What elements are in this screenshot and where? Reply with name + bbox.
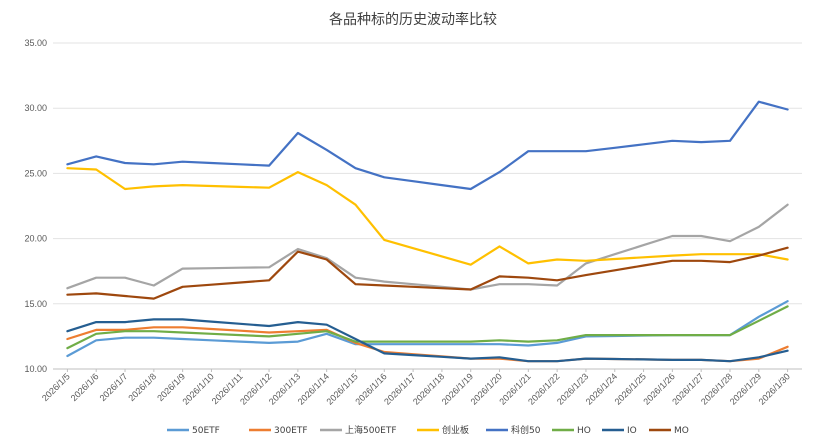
- legend-label: MO: [674, 426, 689, 436]
- legend: 50ETF 300ETF 上海500ETF 创业板 科创50 HO IO MO: [167, 424, 689, 436]
- gridlines: [53, 42, 802, 370]
- x-tick-label: 2026/1/5: [40, 371, 72, 403]
- series-line-5: [66, 305, 789, 350]
- y-tick-label: 10.00: [24, 364, 47, 374]
- series-line-4: [66, 100, 789, 191]
- y-tick-label: 35.00: [24, 38, 47, 48]
- series-line-3: [66, 167, 789, 266]
- series-line-7: [66, 246, 789, 300]
- chart-title: 各品种标的历史波动率比较: [329, 11, 497, 28]
- y-tick-label: 30.00: [24, 103, 47, 113]
- y-tick-label: 20.00: [24, 234, 47, 244]
- legend-label: 科创50: [511, 424, 541, 436]
- legend-label: 上海500ETF: [345, 424, 397, 436]
- x-tick-label: 2026/1/10: [180, 371, 215, 406]
- x-tick-label: 2026/1/30: [757, 371, 792, 406]
- series-line-2: [66, 203, 789, 291]
- legend-label: 50ETF: [192, 426, 220, 436]
- x-tick-label: 2026/1/8: [126, 371, 158, 403]
- legend-label: 创业板: [442, 424, 469, 436]
- y-axis-ticks: 10.00 15.00 20.00 25.00 30.00 35.00: [24, 38, 47, 374]
- series-line-6: [66, 318, 789, 363]
- series-line-0: [66, 300, 789, 358]
- y-tick-label: 15.00: [24, 299, 47, 309]
- legend-label: IO: [627, 426, 637, 436]
- x-tick-label: 2026/1/6: [69, 371, 101, 403]
- x-axis-ticks: 2026/1/52026/1/62026/1/72026/1/82026/1/9…: [40, 369, 792, 407]
- series-lines: [66, 100, 789, 363]
- legend-label: HO: [577, 426, 591, 436]
- legend-label: 300ETF: [274, 426, 308, 436]
- y-tick-label: 25.00: [24, 168, 47, 178]
- x-tick-label: 2026/1/7: [98, 371, 130, 403]
